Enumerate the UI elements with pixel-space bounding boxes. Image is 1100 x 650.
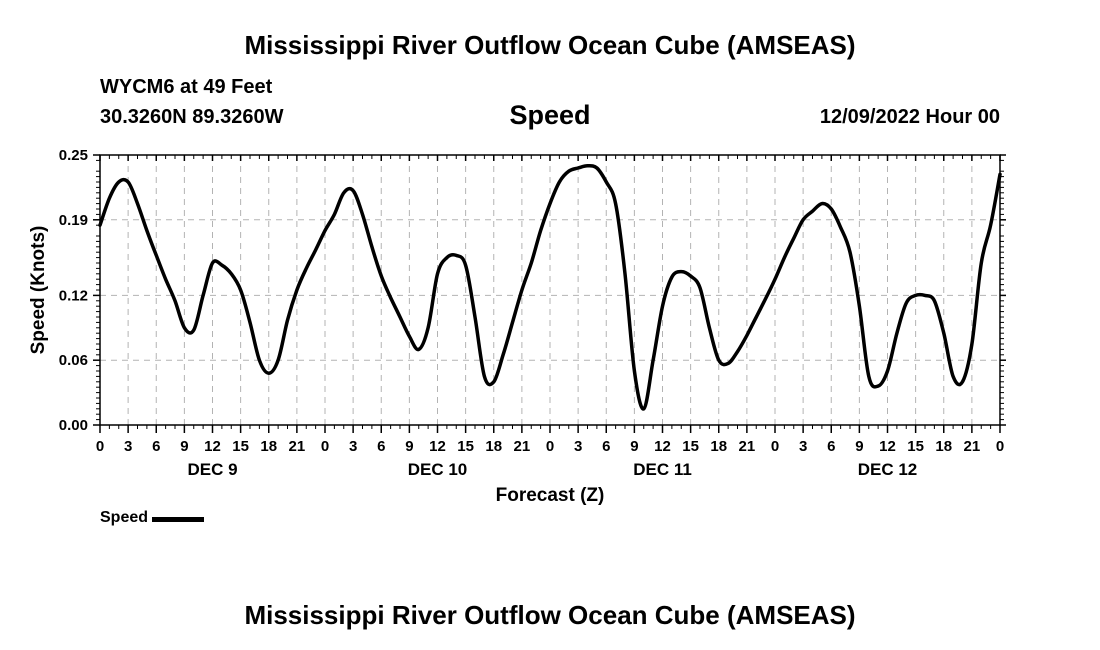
page-title: Mississippi River Outflow Ocean Cube (AM… [244, 30, 856, 60]
station-label: WYCM6 at 49 Feet [100, 76, 273, 98]
x-tick-label: 9 [630, 438, 638, 455]
y-tick-label: 0.25 [59, 147, 88, 164]
axis-labels: 0 3 6 9 12 15 18 21 0 3 6 9 12 15 18 21 0 3 6 9 12 15 18 21 0 3 6 9… [59, 147, 1004, 479]
speed-chart: 0 3 6 9 12 15 18 21 0 3 6 9 12 15 18 21 0 3 6 9 12 15 18 21 0 3 6 9… [28, 147, 1006, 506]
x-tick-label: 6 [602, 438, 610, 455]
x-tick-label: 21 [289, 438, 306, 455]
x-tick-label: 9 [855, 438, 863, 455]
x-tick-label: 15 [907, 438, 924, 455]
x-day-label: DEC 12 [858, 460, 918, 479]
y-tick-label: 0.12 [59, 287, 88, 304]
x-day-label: DEC 9 [187, 460, 237, 479]
x-tick-label: 6 [827, 438, 835, 455]
x-tick-label: 3 [349, 438, 357, 455]
x-tick-label: 15 [232, 438, 249, 455]
x-tick-label: 3 [799, 438, 807, 455]
legend-label: Speed [100, 509, 149, 526]
x-tick-label: 6 [377, 438, 385, 455]
legend-line-swatch [152, 517, 205, 522]
x-tick-label: 12 [879, 438, 896, 455]
x-day-label: DEC 11 [633, 460, 692, 479]
x-tick-label: 21 [739, 438, 756, 455]
x-tick-label: 12 [204, 438, 221, 455]
y-tick-label: 0.00 [59, 417, 88, 434]
x-tick-label: 21 [964, 438, 981, 455]
x-tick-label: 21 [514, 438, 531, 455]
speed-series-line [98, 164, 1002, 411]
datetime-label: 12/09/2022 Hour 00 [819, 106, 1000, 128]
coordinates-label: 30.3260N 89.3260W [100, 106, 284, 128]
x-tick-label: 3 [574, 438, 582, 455]
x-tick-label: 9 [180, 438, 188, 455]
x-tick-label: 12 [654, 438, 671, 455]
x-tick-label: 0 [771, 438, 779, 455]
y-tick-label: 0.19 [59, 212, 88, 229]
page-title-bottom: Mississippi River Outflow Ocean Cube (AM… [244, 600, 856, 630]
x-tick-label: 12 [429, 438, 446, 455]
x-tick-label: 0 [96, 438, 104, 455]
chart-title: Speed [509, 100, 591, 130]
x-tick-label: 18 [260, 438, 277, 455]
legend: Speed [100, 509, 205, 527]
y-axis-title: Speed (Knots) [28, 226, 49, 355]
x-tick-label: 9 [405, 438, 413, 455]
x-tick-label: 18 [935, 438, 952, 455]
x-tick-label: 18 [485, 438, 502, 455]
x-tick-label: 15 [457, 438, 474, 455]
x-tick-label: 15 [682, 438, 699, 455]
grid [100, 155, 1000, 425]
x-day-label: DEC 10 [408, 460, 468, 479]
x-axis-title: Forecast (Z) [496, 485, 605, 506]
axis-ticks [93, 154, 1006, 433]
x-tick-label: 3 [124, 438, 132, 455]
x-tick-label: 0 [546, 438, 554, 455]
y-tick-label: 0.06 [59, 352, 88, 369]
x-tick-label: 18 [710, 438, 727, 455]
x-tick-label: 6 [152, 438, 160, 455]
x-tick-label: 0 [996, 438, 1004, 455]
x-tick-label: 0 [321, 438, 329, 455]
